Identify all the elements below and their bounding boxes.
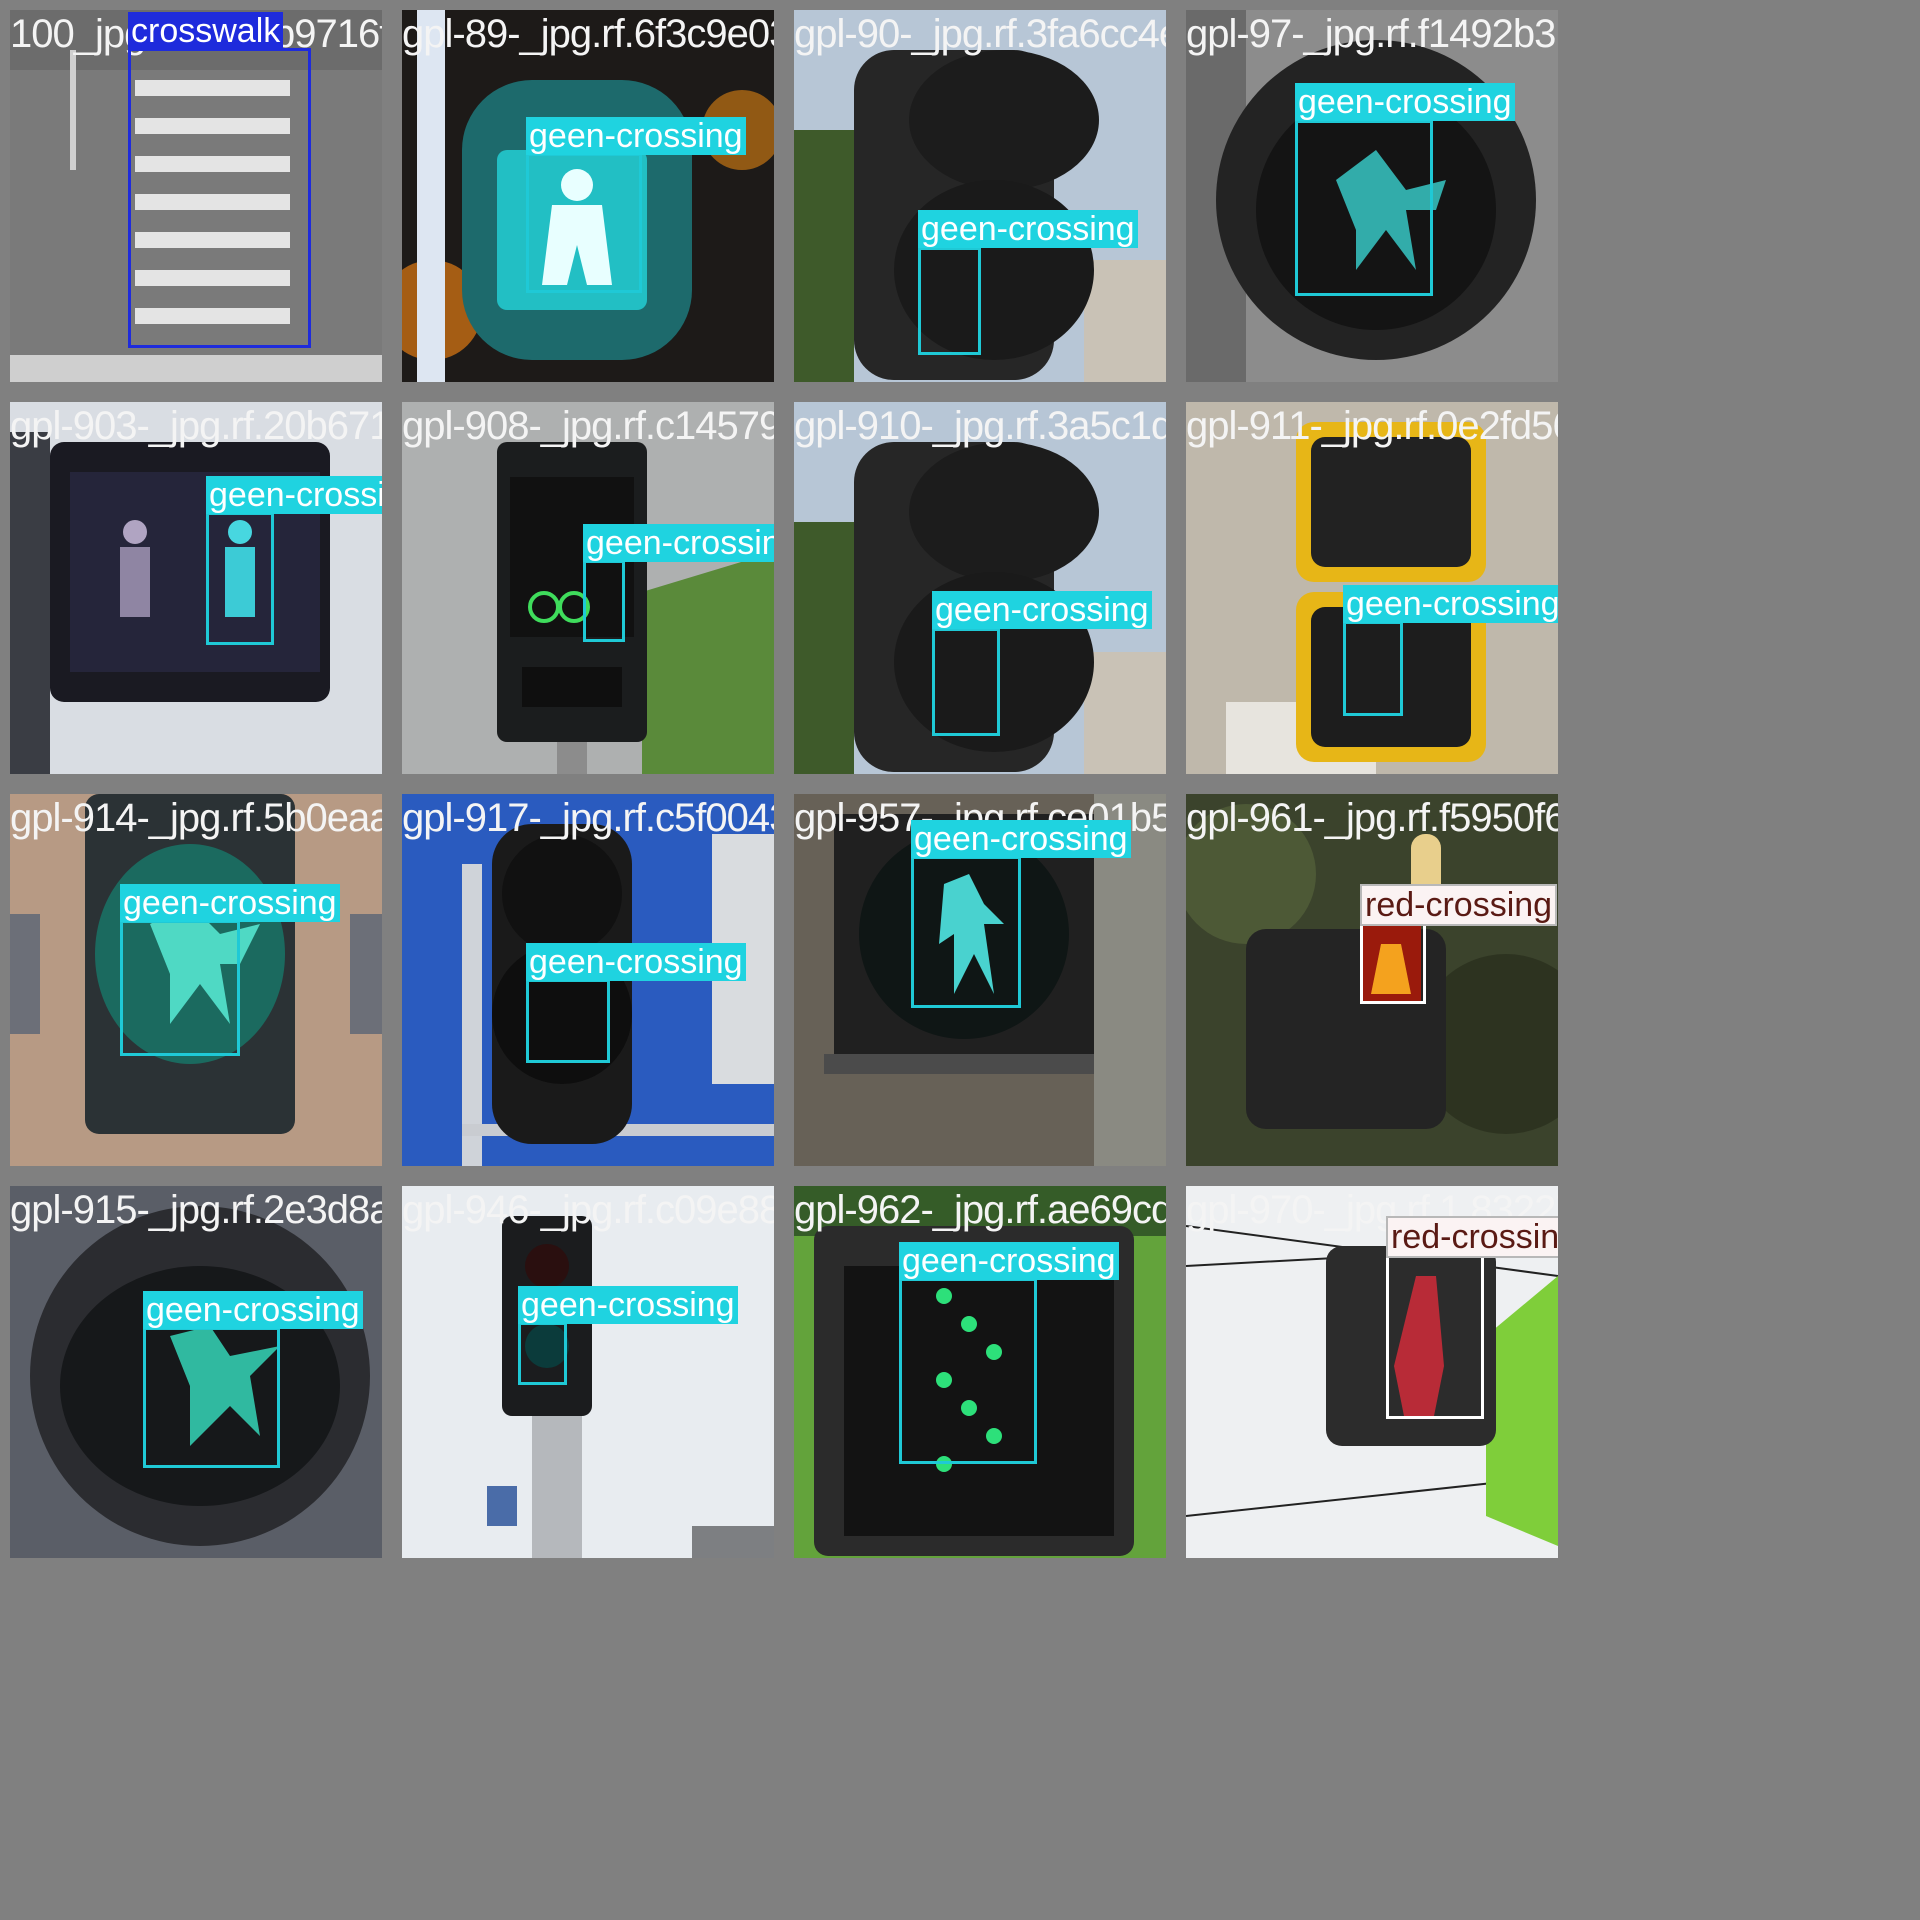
tile-5-image bbox=[10, 402, 382, 774]
tile-10-detection-label: geen-crossing bbox=[526, 943, 746, 981]
tile-7-image bbox=[794, 402, 1166, 774]
tile-8-detection-box bbox=[1343, 621, 1403, 716]
tile-2-filename: gpl-89-_jpg.rf.6f3c9e0365b3c9e0 bbox=[402, 12, 784, 56]
tile-14-detection-label: geen-crossing bbox=[518, 1286, 738, 1324]
tile-4-detection-label: geen-crossing bbox=[1295, 83, 1515, 121]
tile-6-detection-label: geen-crossing bbox=[583, 524, 774, 562]
tile-8-detection-label: geen-crossing bbox=[1343, 585, 1558, 623]
tile-4-detection-box bbox=[1295, 120, 1433, 296]
tile-4-filename: gpl-97-_jpg.rf.f1492b31f945 bbox=[1186, 12, 1558, 56]
tile-10-detection-box bbox=[526, 979, 610, 1063]
tile-1-detection-label: crosswalk bbox=[128, 12, 284, 50]
tile-13-detection-box bbox=[143, 1327, 280, 1468]
tile-5-detection-box bbox=[206, 512, 274, 645]
tile-6-image bbox=[402, 402, 774, 774]
tile-9-image bbox=[10, 794, 382, 1166]
tile-12: gpl-961-_jpg.rf.f5950f6c6476dc red-cross… bbox=[1176, 784, 1568, 1176]
tile-11: gpl-957-_jpg.rf.ce01b55517 geen-crossing bbox=[784, 784, 1176, 1176]
tile-13-detection-label: geen-crossing bbox=[143, 1291, 363, 1329]
tile-2-detection-label: geen-crossing bbox=[526, 117, 746, 155]
tile-16: gpl-970-_jpg.rf.1.832275d0f1 red-crossin… bbox=[1176, 1176, 1568, 1568]
tile-10: gpl-917-_jpg.rf.c5f0043e6e08 geen-crossi… bbox=[392, 784, 784, 1176]
tile-14-image bbox=[402, 1186, 774, 1558]
tile-7-detection-box bbox=[932, 628, 1000, 736]
tile-12-detection-label: red-crossing bbox=[1360, 884, 1558, 926]
tile-9-filename: gpl-914-_jpg.rf.5b0eaab04722 bbox=[10, 796, 391, 840]
tile-16-detection-box bbox=[1386, 1252, 1484, 1419]
tile-3-filename: gpl-90-_jpg.rf.3fa6cc4e7de0f6a bbox=[794, 12, 1166, 56]
tile-14-detection-box bbox=[518, 1322, 567, 1385]
tile-15-filename: gpl-962-_jpg.rf.ae69cd0b6525 bbox=[794, 1188, 1173, 1232]
tile-6-filename: gpl-908-_jpg.rf.c1457942ef418 bbox=[402, 404, 781, 448]
tile-9-detection-label: geen-crossing bbox=[120, 884, 340, 922]
tile-7-filename: gpl-910-_jpg.rf.3a5c1d5b8f46 bbox=[794, 404, 1173, 448]
tile-15: gpl-962-_jpg.rf.ae69cd0b6525 geen-crossi… bbox=[784, 1176, 1176, 1568]
tile-11-detection-box bbox=[911, 856, 1021, 1008]
tile-2: gpl-89-_jpg.rf.6f3c9e0365b3c9e0 geen-cro… bbox=[392, 0, 784, 392]
tile-6-detection-box bbox=[583, 560, 625, 642]
tile-7-detection-label: geen-crossing bbox=[932, 591, 1152, 629]
tile-16-detection-label: red-crossing bbox=[1386, 1216, 1558, 1258]
tile-15-image bbox=[794, 1186, 1166, 1558]
tile-4-image bbox=[1186, 10, 1558, 382]
tile-12-image bbox=[1186, 794, 1558, 1166]
tile-11-detection-label: geen-crossing bbox=[911, 820, 1131, 858]
tile-12-filename: gpl-961-_jpg.rf.f5950f6c6476dc bbox=[1186, 796, 1566, 840]
tile-6: gpl-908-_jpg.rf.c1457942ef418 geen-cross… bbox=[392, 392, 784, 784]
tile-4: gpl-97-_jpg.rf.f1492b31f945 geen-crossin… bbox=[1176, 0, 1568, 392]
tile-5-filename: gpl-903-_jpg.rf.20b6716b81 bbox=[10, 404, 391, 448]
tile-8: gpl-911-_jpg.rf.0e2fd5613b32db geen-cros… bbox=[1176, 392, 1568, 784]
tile-3-detection-box bbox=[918, 247, 981, 355]
tile-3: gpl-90-_jpg.rf.3fa6cc4e7de0f6a geen-cros… bbox=[784, 0, 1176, 392]
tile-5-detection-label: geen-crossing bbox=[206, 476, 382, 514]
tile-9-detection-box bbox=[120, 920, 240, 1056]
tile-2-detection-box bbox=[526, 153, 642, 293]
tile-1-image bbox=[10, 10, 382, 382]
tile-8-filename: gpl-911-_jpg.rf.0e2fd5613b32db bbox=[1186, 404, 1558, 448]
tile-13-filename: gpl-915-_jpg.rf.2e3d8a77b bbox=[10, 1188, 391, 1232]
tile-9: gpl-914-_jpg.rf.5b0eaab04722 geen-crossi… bbox=[0, 784, 392, 1176]
tile-12-detection-box bbox=[1360, 920, 1426, 1004]
tile-13: gpl-915-_jpg.rf.2e3d8a77b geen-crossing bbox=[0, 1176, 392, 1568]
tile-1-detection-box bbox=[128, 48, 311, 348]
tile-1: 100_jpg.rf.1b56b9716fb415cd28 crosswalk bbox=[0, 0, 392, 392]
tile-5: gpl-903-_jpg.rf.20b6716b81 geen-crossing bbox=[0, 392, 392, 784]
tile-15-detection-label: geen-crossing bbox=[899, 1242, 1119, 1280]
tile-15-detection-box bbox=[899, 1278, 1037, 1464]
tile-14: gpl-946-_jpg.rf.c09e88189183 geen-crossi… bbox=[392, 1176, 784, 1568]
tile-14-filename: gpl-946-_jpg.rf.c09e88189183 bbox=[402, 1188, 781, 1232]
tile-10-filename: gpl-917-_jpg.rf.c5f0043e6e08 bbox=[402, 796, 774, 840]
tile-3-detection-label: geen-crossing bbox=[918, 210, 1138, 248]
tile-7: gpl-910-_jpg.rf.3a5c1d5b8f46 geen-crossi… bbox=[784, 392, 1176, 784]
